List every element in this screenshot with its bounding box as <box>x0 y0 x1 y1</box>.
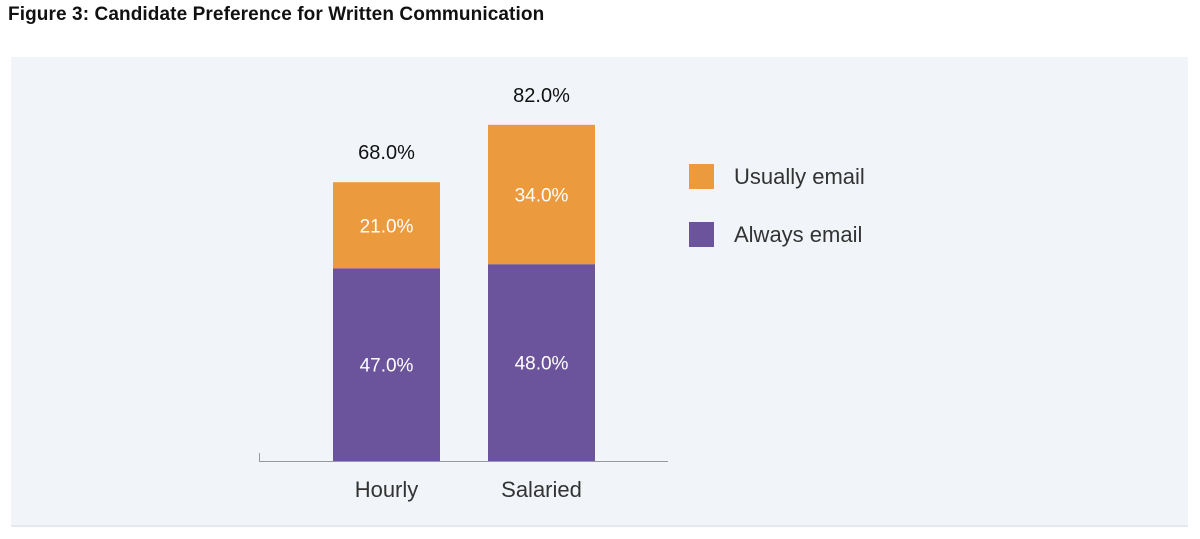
chart-panel <box>11 57 1188 525</box>
bar-always-email-hourly <box>333 268 440 461</box>
legend-swatch-always-email <box>689 222 714 247</box>
bar-always-email-salaried <box>488 264 595 461</box>
plot-area: 47.0% 21.0% 68.0% Hourly 48.0% 34.0% 82.0% Sala… <box>259 85 668 502</box>
x-tick-label-salaried: Salaried <box>501 477 582 502</box>
legend-label-usually-email: Usually email <box>734 164 865 189</box>
legend-item-usually-email: Usually email <box>689 164 865 189</box>
x-tick-label-hourly: Hourly <box>355 477 419 502</box>
chart-panel-border <box>11 525 1188 527</box>
bar-usually-email-salaried <box>488 124 595 265</box>
legend-label-always-email: Always email <box>734 222 862 247</box>
data-label-always-email-salaried: 48.0% <box>515 354 569 375</box>
bar-usually-email-hourly <box>333 182 440 269</box>
total-label-hourly: 68.0% <box>358 142 415 164</box>
figure-title: Figure 3: Candidate Preference for Writt… <box>8 4 545 25</box>
data-label-usually-email-salaried: 34.0% <box>515 186 569 207</box>
chart-legend: Usually email Always email <box>689 164 865 247</box>
data-label-always-email-hourly: 47.0% <box>360 356 414 377</box>
total-label-salaried: 82.0% <box>513 85 570 107</box>
data-label-usually-email-hourly: 21.0% <box>360 216 414 237</box>
legend-item-always-email: Always email <box>689 222 862 247</box>
legend-swatch-usually-email <box>689 164 714 189</box>
